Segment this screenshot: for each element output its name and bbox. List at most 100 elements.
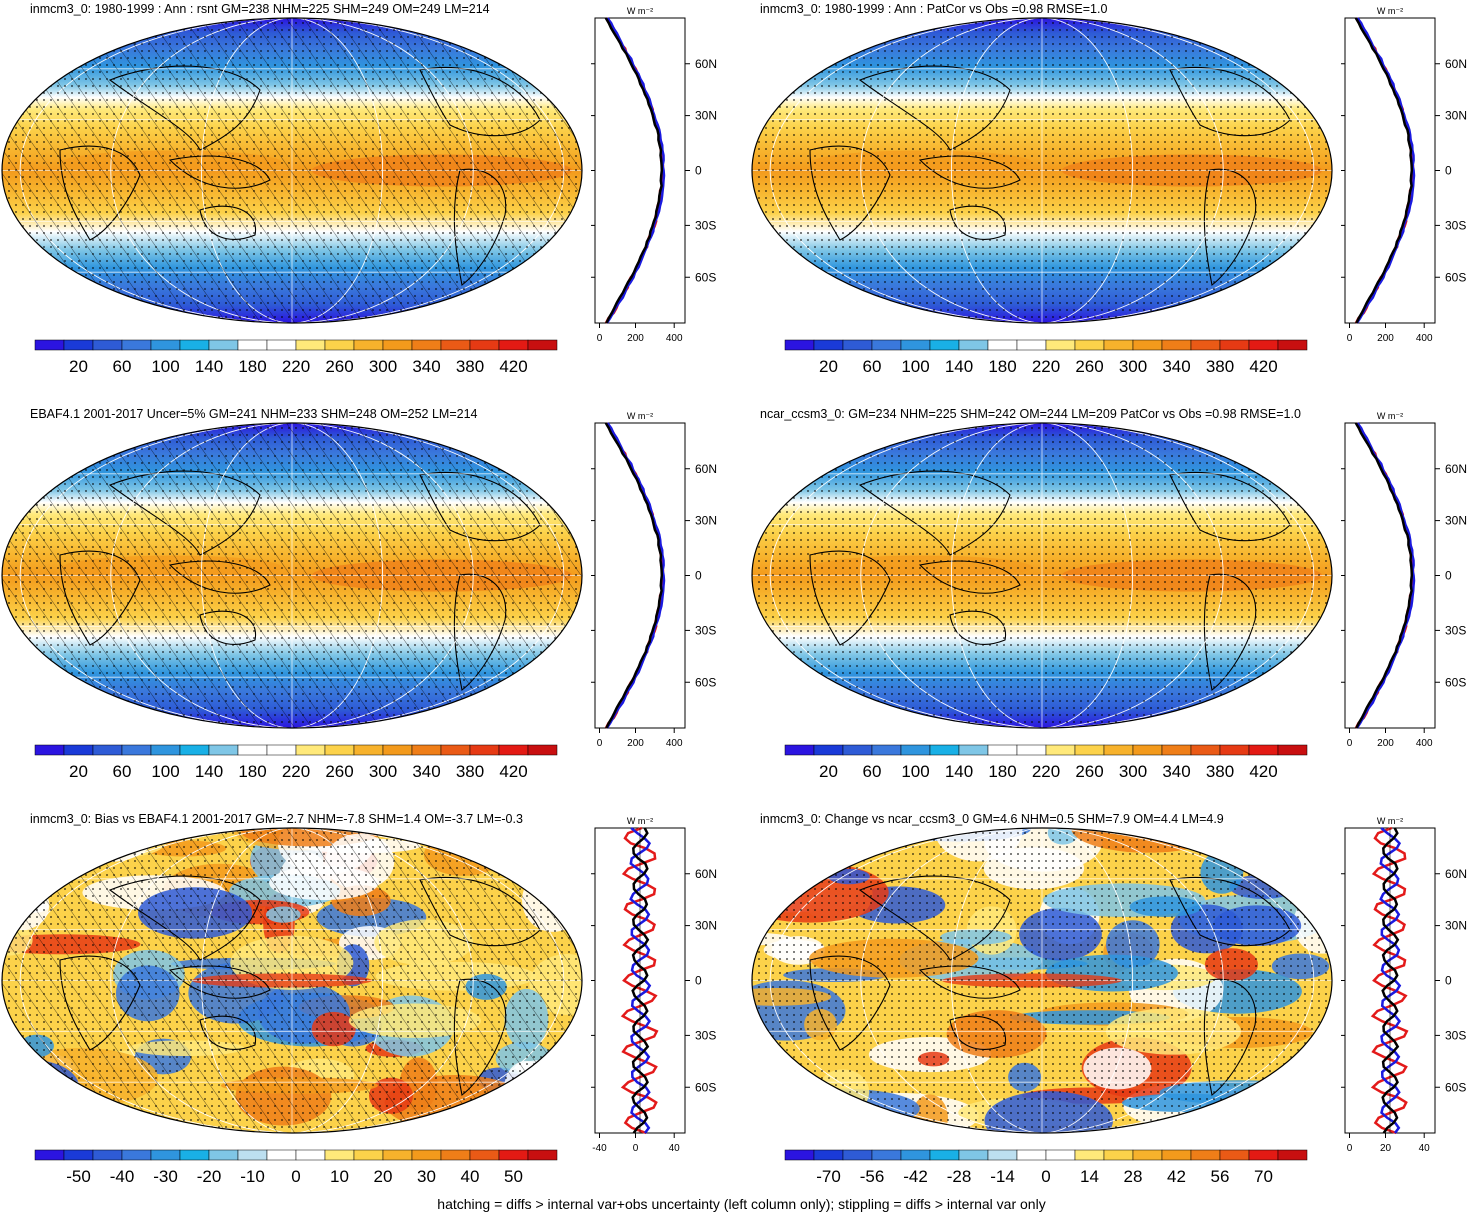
zonal-unit-label: W m⁻² (1377, 411, 1403, 421)
colorbar-label: -40 (110, 1167, 135, 1186)
zonal-x-tick-label: 200 (627, 738, 644, 749)
lat-tick-label: 0 (695, 569, 702, 583)
panel-title: inmcm3_0: Change vs ncar_ccsm3_0 GM=4.6 … (760, 812, 1224, 826)
zonal-line-red (1370, 826, 1409, 1135)
colorbar-label: 300 (1119, 762, 1147, 781)
panel-1: inmcm3_0: 1980-1999 : Ann : rsnt GM=238 … (0, 0, 740, 400)
colorbar-label: 380 (1206, 762, 1234, 781)
lat-tick-label: 30N (1445, 514, 1467, 528)
colorbar-label: 380 (1206, 357, 1234, 376)
zonal-x-tick-label: 400 (666, 738, 683, 749)
lat-tick-label: 30S (695, 1028, 716, 1042)
colorbar-label: 60 (863, 357, 882, 376)
zonal-unit-label: W m⁻² (627, 6, 653, 16)
zonal-x-tick-label: 40 (669, 1143, 681, 1154)
zonal-unit-label: W m⁻² (1377, 816, 1403, 826)
colorbar-label: 28 (1124, 1167, 1143, 1186)
zonal-line-black (604, 17, 664, 324)
map-border (751, 17, 1333, 324)
zonal-x-tick-label: 20 (1380, 1143, 1392, 1154)
colorbar-label: 220 (282, 762, 310, 781)
colorbar-label: 220 (1032, 762, 1060, 781)
colorbar-label: 140 (195, 762, 223, 781)
colorbar-label: 20 (819, 357, 838, 376)
panel-graphics: W m⁻² 60N 30N 0 30S 60S 0 200 400 20 60 100 140 180 22… (751, 411, 1467, 781)
colorbar-label: 380 (456, 762, 484, 781)
panel-title: inmcm3_0: 1980-1999 : Ann : PatCor vs Ob… (760, 2, 1108, 16)
zonal-x-tick-label: 200 (1377, 738, 1394, 749)
zonal-x-tick-label: 200 (1377, 333, 1394, 344)
zonal-line-black (604, 422, 664, 729)
colorbar-label: 300 (369, 357, 397, 376)
colorbar-label: 20 (69, 762, 88, 781)
lat-tick-label: 30S (1445, 218, 1466, 232)
zonal-mean-plot: W m⁻² 60N 30N 0 30S 60S 0 20 40 (1341, 816, 1467, 1154)
zonal-x-tick-label: 400 (1416, 333, 1433, 344)
colorbar-label: 20 (819, 762, 838, 781)
lat-tick-label: 60S (1445, 270, 1466, 284)
colorbar-label: 180 (238, 762, 266, 781)
colorbar-label: 340 (1162, 357, 1190, 376)
panel-title: inmcm3_0: 1980-1999 : Ann : rsnt GM=238 … (30, 2, 490, 16)
colorbar-label: -20 (197, 1167, 222, 1186)
map-field (752, 828, 1332, 1133)
lat-tick-label: 60N (695, 462, 717, 476)
zonal-x-tick-label: 400 (666, 333, 683, 344)
zonal-line-black (1354, 17, 1414, 324)
zonal-x-tick-label: 0 (597, 333, 603, 344)
colorbar-label: 340 (1162, 762, 1190, 781)
colorbar-label: 340 (412, 357, 440, 376)
lat-tick-label: 30S (695, 218, 716, 232)
lat-tick-label: 60N (695, 867, 717, 881)
colorbar-label: 180 (238, 357, 266, 376)
colorbar-label: 300 (369, 762, 397, 781)
colorbar-label: 100 (901, 357, 929, 376)
zonal-mean-plot: W m⁻² 60N 30N 0 30S 60S 0 200 400 (1341, 411, 1467, 749)
zonal-x-tick-label: 0 (1347, 738, 1353, 749)
panel-graphics: W m⁻² 60N 30N 0 30S 60S 0 200 400 20 60 100 140 180 22… (1, 6, 717, 376)
panel-6: inmcm3_0: Change vs ncar_ccsm3_0 GM=4.6 … (750, 810, 1483, 1210)
colorbar-label: 260 (1075, 357, 1103, 376)
colorbar: -70 -56 -42 -28 -14 0 14 28 42 56 70 (784, 1149, 1308, 1186)
map-border (1, 17, 583, 324)
map-border (1, 827, 583, 1134)
colorbar-label: 30 (417, 1167, 436, 1186)
map-border (1, 422, 583, 729)
lat-tick-label: 60N (1445, 57, 1467, 71)
colorbar-label: 300 (1119, 357, 1147, 376)
colorbar-label: 42 (1167, 1167, 1186, 1186)
colorbar: 20 60 100 140 180 220 260 300 340 380 420 (34, 744, 558, 781)
zonal-x-tick-label: 0 (1347, 1143, 1353, 1154)
colorbar-label: 420 (1249, 762, 1277, 781)
lat-tick-label: 60S (695, 675, 716, 689)
colorbar-label: 100 (901, 762, 929, 781)
colorbar-label: -50 (66, 1167, 91, 1186)
map-field (2, 828, 582, 1133)
colorbar-label: -42 (903, 1167, 928, 1186)
colorbar-label: -14 (990, 1167, 1015, 1186)
colorbar-label: 60 (863, 762, 882, 781)
colorbar-label: -70 (816, 1167, 841, 1186)
lat-tick-label: 30N (695, 514, 717, 528)
colorbar-label: 70 (1254, 1167, 1273, 1186)
colorbar-label: 140 (945, 762, 973, 781)
zonal-mean-plot: W m⁻² 60N 30N 0 30S 60S -40 0 40 (591, 816, 717, 1154)
colorbar-label: 0 (291, 1167, 300, 1186)
colorbar-label: 180 (988, 762, 1016, 781)
colorbar-label: 180 (988, 357, 1016, 376)
colorbar-label: 140 (945, 357, 973, 376)
lat-tick-label: 30S (1445, 623, 1466, 637)
colorbar-label: 260 (325, 762, 353, 781)
colorbar-label: 340 (412, 762, 440, 781)
lat-tick-label: 60N (1445, 867, 1467, 881)
colorbar-label: 60 (113, 762, 132, 781)
lat-tick-label: 30N (1445, 919, 1467, 933)
zonal-unit-label: W m⁻² (1377, 6, 1403, 16)
zonal-x-tick-label: 0 (597, 738, 603, 749)
lat-tick-label: 30N (695, 919, 717, 933)
zonal-x-tick-label: -40 (592, 1143, 607, 1154)
colorbar-label: 420 (499, 357, 527, 376)
zonal-x-tick-label: 400 (1416, 738, 1433, 749)
colorbar-label: 20 (374, 1167, 393, 1186)
lat-tick-label: 60S (1445, 675, 1466, 689)
